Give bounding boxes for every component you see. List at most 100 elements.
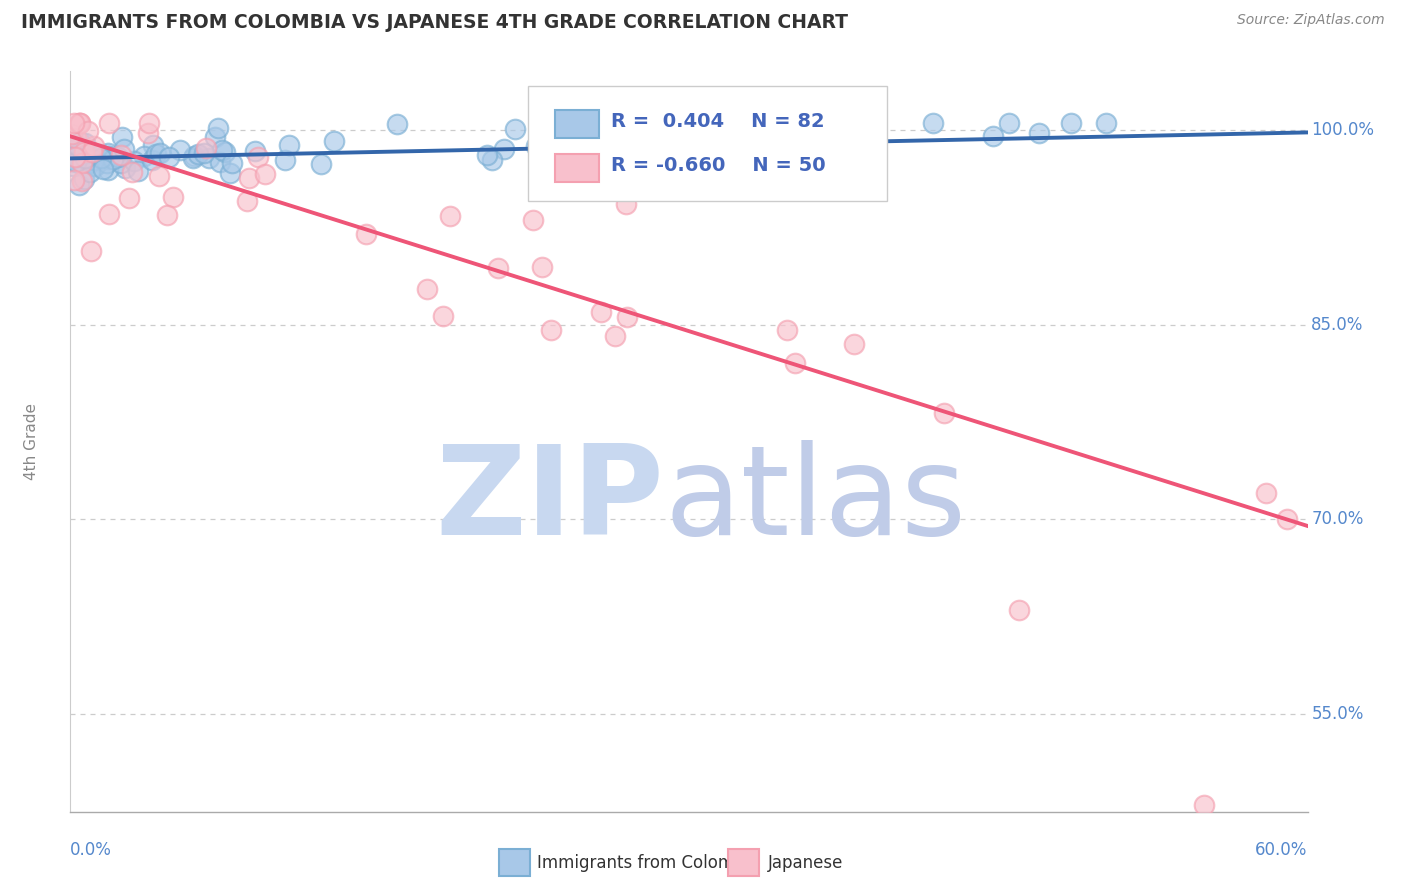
Text: R =  0.404    N = 82: R = 0.404 N = 82	[612, 112, 824, 131]
Point	[84, 159, 107, 173]
Point	[207, 120, 229, 135]
Point	[1256, 486, 1278, 500]
Point	[530, 260, 553, 275]
Point	[1275, 512, 1298, 526]
Point	[730, 120, 752, 134]
Point	[83, 150, 105, 164]
Point	[416, 282, 439, 296]
Point	[101, 152, 124, 166]
Point	[278, 137, 301, 152]
Point	[73, 145, 96, 159]
Point	[63, 150, 86, 164]
Point	[96, 155, 118, 169]
Point	[221, 156, 243, 170]
Point	[219, 166, 242, 180]
Point	[98, 153, 121, 167]
Point	[193, 145, 215, 160]
Point	[209, 154, 232, 169]
Point	[138, 116, 160, 130]
Point	[69, 135, 91, 149]
Point	[214, 145, 236, 160]
Point	[73, 171, 96, 186]
Point	[66, 141, 89, 155]
Point	[481, 153, 503, 167]
Point	[66, 139, 89, 153]
Point	[69, 116, 91, 130]
Point	[79, 165, 101, 179]
Point	[540, 323, 562, 337]
Point	[195, 140, 218, 154]
Point	[142, 138, 165, 153]
Point	[67, 116, 90, 130]
Point	[439, 209, 461, 223]
Point	[114, 161, 136, 175]
Point	[65, 154, 87, 169]
Point	[60, 146, 83, 161]
Point	[110, 156, 132, 170]
Point	[616, 310, 638, 324]
Point	[322, 134, 344, 148]
Point	[111, 130, 134, 145]
Point	[614, 196, 637, 211]
Point	[569, 139, 592, 153]
Text: 60.0%: 60.0%	[1256, 841, 1308, 859]
Point	[204, 130, 226, 145]
Point	[354, 227, 377, 242]
Text: 55.0%: 55.0%	[1312, 706, 1364, 723]
Point	[90, 151, 112, 165]
Point	[245, 145, 267, 159]
Point	[776, 322, 799, 336]
Point	[555, 147, 578, 161]
Point	[97, 146, 120, 161]
Point	[524, 138, 547, 153]
Point	[494, 142, 516, 156]
Point	[132, 149, 155, 163]
Point	[70, 155, 93, 169]
Point	[67, 143, 90, 157]
Point	[65, 147, 87, 161]
Point	[432, 310, 454, 324]
Point	[145, 146, 167, 161]
Point	[66, 143, 89, 157]
Text: 4th Grade: 4th Grade	[24, 403, 39, 480]
Point	[65, 131, 87, 145]
Point	[842, 337, 865, 351]
Point	[156, 208, 179, 222]
Point	[75, 150, 97, 164]
Point	[62, 159, 84, 173]
Point	[169, 144, 191, 158]
Point	[63, 148, 86, 162]
Point	[198, 151, 221, 165]
Text: Source: ZipAtlas.com: Source: ZipAtlas.com	[1237, 13, 1385, 28]
Point	[589, 305, 612, 319]
Text: 85.0%: 85.0%	[1312, 316, 1364, 334]
Point	[62, 152, 84, 166]
Point	[1094, 116, 1116, 130]
FancyBboxPatch shape	[555, 153, 599, 182]
Point	[75, 148, 97, 162]
Text: ZIP: ZIP	[436, 441, 664, 561]
Point	[73, 151, 96, 165]
Text: R = -0.660    N = 50: R = -0.660 N = 50	[612, 156, 825, 175]
FancyBboxPatch shape	[529, 87, 887, 201]
Point	[236, 194, 259, 208]
Point	[274, 153, 297, 168]
Point	[181, 151, 204, 165]
Text: Immigrants from Colombia: Immigrants from Colombia	[537, 854, 759, 871]
Point	[118, 191, 141, 205]
Point	[63, 173, 86, 187]
Point	[60, 147, 83, 161]
Point	[98, 207, 121, 221]
Point	[80, 145, 103, 159]
Point	[247, 150, 270, 164]
Point	[998, 116, 1021, 130]
Point	[187, 147, 209, 161]
Point	[112, 142, 135, 156]
Point	[486, 260, 509, 275]
Point	[475, 148, 498, 162]
Point	[83, 138, 105, 153]
Point	[122, 154, 145, 169]
Text: 70.0%: 70.0%	[1312, 510, 1364, 528]
Point	[60, 127, 83, 141]
Point	[238, 171, 260, 186]
